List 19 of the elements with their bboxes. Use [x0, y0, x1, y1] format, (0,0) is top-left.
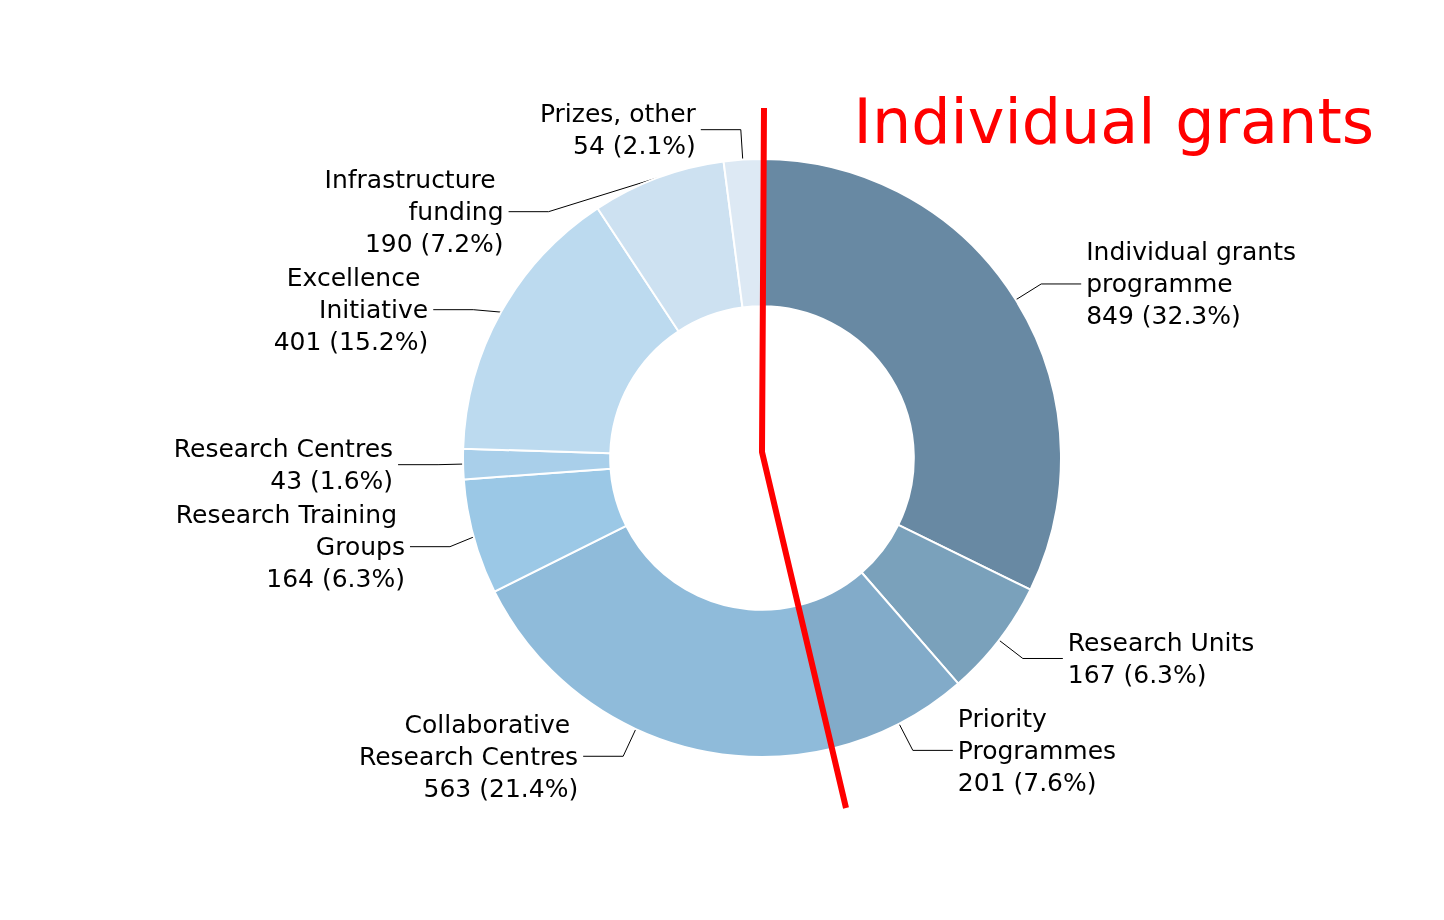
data-label: 563 (21.4%) — [423, 773, 579, 803]
slice-label: Research Centres — [173, 434, 394, 464]
data-label: 201 (7.6%) — [957, 767, 1097, 797]
slice-label: Prizes, other — [539, 99, 697, 129]
slice-label: Excellence Initiative — [286, 263, 429, 325]
data-label: 164 (6.3%) — [266, 564, 405, 594]
data-label: 190 (7.2%) — [364, 229, 504, 259]
data-label: 167 (6.3%) — [1067, 659, 1207, 689]
text: Individual grants — [853, 84, 1375, 158]
data-label: 849 (32.3%) — [1086, 301, 1241, 331]
slice-label: Priority Programmes — [957, 703, 1117, 765]
data-label: 54 (2.1%) — [573, 131, 696, 161]
slice-label: Research Units — [1067, 627, 1255, 657]
slice-label: Collaborative Research Centres — [358, 709, 579, 771]
slice-label: Individual grants programme — [1086, 237, 1304, 299]
data-label: 43 (1.6%) — [270, 466, 394, 496]
data-label: 401 (15.2%) — [273, 327, 429, 357]
slice-label: Research Training Groups — [175, 500, 405, 562]
slice-label: Infrastructure funding — [324, 165, 504, 227]
